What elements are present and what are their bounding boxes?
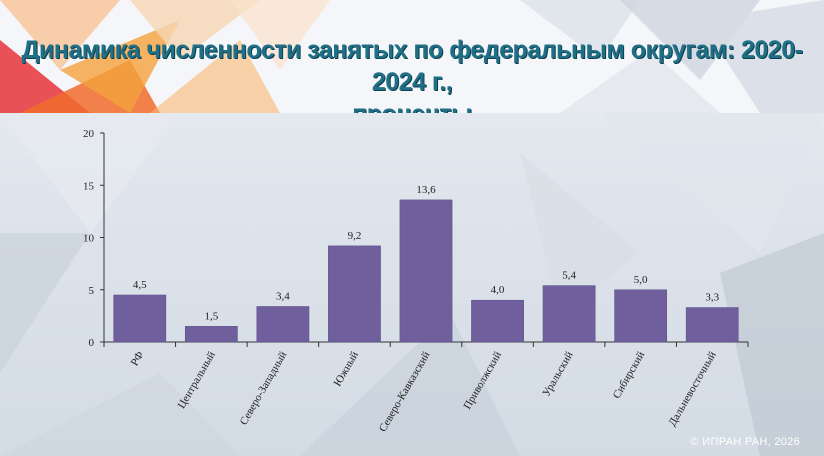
x-category-label: Северо-Кавказский: [377, 349, 433, 434]
bar: [399, 199, 453, 343]
page-title: Динамика численности занятых по федераль…: [0, 34, 824, 113]
data-label: 5,4: [562, 270, 576, 282]
bar: [614, 289, 668, 343]
bar: [685, 307, 739, 343]
x-category-label: РФ: [129, 349, 147, 368]
data-label: 3,4: [276, 290, 290, 302]
header-banner: Динамика численности занятых по федераль…: [0, 0, 824, 113]
background-polygons: [0, 113, 824, 456]
bar: [113, 294, 167, 343]
chart-area: 0 5 10 15 20 4,5 РФ 1,5 Центральный 3,4 Северо-Зап…: [0, 113, 824, 456]
data-label: 9,2: [348, 230, 362, 242]
bar-chart: 0 5 10 15 20 4,5 РФ 1,5 Центральный 3,4 Северо-Зап…: [83, 128, 749, 434]
y-tick-label: 5: [89, 285, 95, 297]
x-category-label: Центральный: [176, 349, 218, 410]
data-label: 4,0: [491, 284, 505, 296]
bar: [184, 326, 238, 343]
data-label: 3,3: [705, 292, 719, 304]
data-label: 5,0: [634, 274, 648, 286]
decorative-polygons: [0, 0, 824, 113]
data-label: 13,6: [416, 184, 436, 196]
x-category-label: Северо-Западный: [238, 349, 290, 427]
bar: [328, 245, 381, 343]
y-tick-label: 0: [89, 337, 95, 349]
bar: [471, 299, 524, 343]
data-label: 1,5: [204, 310, 218, 322]
x-category-label: Приволжский: [461, 349, 504, 411]
data-label: 4,5: [133, 279, 147, 291]
title-line-2: проценты: [0, 98, 824, 113]
bar: [256, 306, 310, 343]
copyright-footer: © ИПРАН РАН, 2026: [690, 436, 800, 448]
x-category-label: Дальневосточный: [666, 349, 719, 428]
y-tick-label: 10: [83, 233, 95, 245]
x-category-label: Южный: [332, 349, 362, 388]
y-tick-label: 20: [83, 128, 95, 140]
x-category-label: Сибирский: [611, 349, 648, 400]
x-category-label: Уральский: [540, 349, 575, 398]
y-tick-label: 15: [83, 180, 95, 192]
title-line-1: Динамика численности занятых по федераль…: [21, 36, 803, 96]
bar: [542, 285, 596, 343]
